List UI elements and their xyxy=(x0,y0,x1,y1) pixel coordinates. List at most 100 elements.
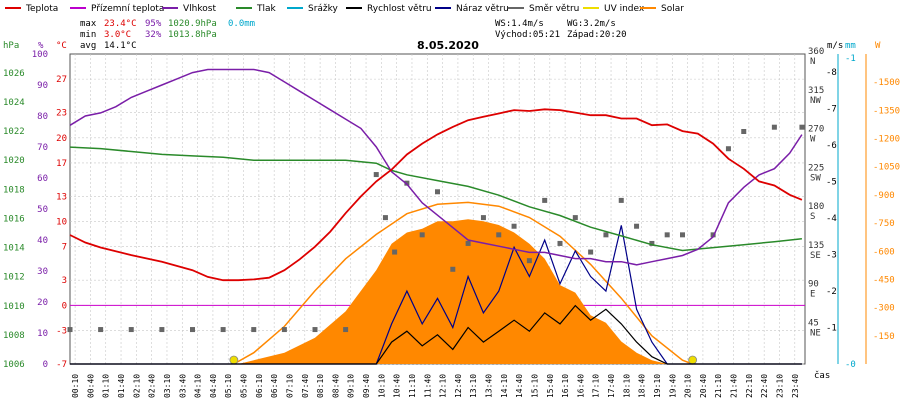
time-tick-label: 18:40 xyxy=(638,374,647,398)
solar-tick-label: -300 xyxy=(873,304,895,314)
wind-direction-layer xyxy=(67,124,805,333)
pressure-tick-label: 1022 xyxy=(3,127,25,137)
time-tick-label: 06:10 xyxy=(255,374,264,398)
legend-label: Srážky xyxy=(308,4,339,14)
wind-direction-point xyxy=(557,240,563,246)
wind-dir-tick-label: 45 xyxy=(808,318,819,328)
wind-direction-point xyxy=(680,232,685,238)
pressure-tick-label: 1008 xyxy=(3,331,25,341)
axes: 272320171310730-3-7102610241022102010181… xyxy=(3,47,900,398)
wind-direction-point xyxy=(343,327,349,333)
series-tlak xyxy=(69,146,802,252)
wind-direction-point xyxy=(128,327,134,333)
series-lines xyxy=(69,68,803,365)
wind-dir-tick-label: 270 xyxy=(808,125,824,135)
rain-tick-label: -0 xyxy=(845,360,856,370)
wind-speed-tick-label: -4 xyxy=(826,214,837,224)
time-tick-label: 17:40 xyxy=(607,374,616,398)
time-tick-label: 20:10 xyxy=(684,374,693,398)
stats-max-temp: 23.4°C xyxy=(104,19,137,29)
time-tick-label: 23:10 xyxy=(775,374,784,398)
time-tick-label: 11:40 xyxy=(423,374,432,398)
time-tick-label: 02:40 xyxy=(148,374,157,398)
time-tick-label: 15:10 xyxy=(530,374,539,398)
time-tick-label: 05:10 xyxy=(224,374,233,398)
wind-dir-compass-label: E xyxy=(810,290,815,300)
legend-label: UV index xyxy=(604,4,645,14)
pressure-tick-label: 1016 xyxy=(3,214,25,224)
wind-direction-point xyxy=(588,249,594,255)
solar-tick-label: -450 xyxy=(873,275,895,285)
wind-direction-point xyxy=(725,146,731,152)
time-tick-label: 22:10 xyxy=(745,374,754,398)
time-tick-label: 12:10 xyxy=(439,374,448,398)
wind-direction-point xyxy=(251,327,257,333)
stats-wind-speed: WS:1.4m/s xyxy=(495,19,544,29)
time-tick-label: 23:40 xyxy=(791,374,800,398)
time-tick-label: 10:40 xyxy=(393,374,402,398)
wind-direction-point xyxy=(799,124,805,130)
unit-degc: °C xyxy=(56,41,67,51)
solar-tick-label: -1500 xyxy=(873,78,900,88)
series-rychlost-větru xyxy=(70,304,802,365)
wind-direction-point xyxy=(465,240,471,246)
wind-direction-point xyxy=(392,249,398,255)
wind-direction-point xyxy=(603,232,609,238)
series-náraz-větru xyxy=(70,225,802,365)
sunrise-marker xyxy=(229,355,239,365)
time-tick-label: 01:40 xyxy=(117,374,126,398)
time-tick-label: 12:40 xyxy=(454,374,463,398)
wind-dir-compass-label: W xyxy=(810,135,816,145)
stats-max-press: 1020.9hPa xyxy=(168,19,217,29)
wind-direction-point xyxy=(741,129,747,134)
time-tick-label: 02:10 xyxy=(132,374,141,398)
time-tick-label: 13:40 xyxy=(485,374,494,398)
wind-speed-tick-label: -6 xyxy=(826,141,837,151)
time-tick-label: 21:40 xyxy=(730,374,739,398)
stats-max-label: max xyxy=(80,19,97,29)
humidity-tick-label: 40 xyxy=(37,236,48,246)
solar-max-curve xyxy=(233,201,693,365)
temp-tick-label: -7 xyxy=(56,360,67,370)
time-tick-label: 01:10 xyxy=(102,374,111,398)
wind-direction-point xyxy=(312,327,318,333)
unit-time: čas xyxy=(814,370,830,381)
time-tick-label: 04:10 xyxy=(194,374,203,398)
wind-direction-point xyxy=(771,124,777,130)
wind-dir-tick-label: 90 xyxy=(808,280,819,290)
humidity-tick-label: 20 xyxy=(37,298,48,308)
wind-dir-tick-label: 360 xyxy=(808,47,824,57)
wind-dir-compass-label: NW xyxy=(810,96,821,106)
wind-direction-point xyxy=(281,327,287,333)
time-tick-label: 19:10 xyxy=(653,374,662,398)
temp-tick-label: 10 xyxy=(56,218,67,228)
wind-dir-compass-label: N xyxy=(810,57,815,67)
legend-label: Solar xyxy=(661,4,684,14)
stats-sunset: Západ:20:20 xyxy=(567,30,627,40)
time-tick-label: 16:10 xyxy=(561,374,570,398)
pressure-tick-label: 1006 xyxy=(3,360,25,370)
wind-speed-tick-label: -8 xyxy=(826,68,837,78)
temp-tick-label: 17 xyxy=(56,159,67,169)
time-tick-label: 21:10 xyxy=(714,374,723,398)
legend-label: Přízemní teplota xyxy=(91,4,164,14)
stats-wind-gust: WG:3.2m/s xyxy=(567,19,616,29)
humidity-tick-label: 100 xyxy=(32,50,48,60)
legend-label: Směr větru xyxy=(529,4,579,14)
humidity-tick-label: 60 xyxy=(37,174,48,184)
time-tick-label: 18:10 xyxy=(622,374,631,398)
temp-tick-label: 13 xyxy=(56,192,67,202)
wind-direction-point xyxy=(373,172,379,178)
wind-direction-point xyxy=(450,266,456,272)
pressure-tick-label: 1018 xyxy=(3,185,25,195)
solar-tick-label: -1050 xyxy=(873,163,900,173)
wind-dir-tick-label: 225 xyxy=(808,163,824,173)
wind-speed-tick-label: -1 xyxy=(826,324,837,334)
stats-min-label: min xyxy=(80,30,96,40)
solar-tick-label: -600 xyxy=(873,247,895,257)
time-tick-label: 22:40 xyxy=(760,374,769,398)
pressure-tick-label: 1026 xyxy=(3,69,25,79)
temp-tick-label: 27 xyxy=(56,75,67,85)
unit-mm: mm xyxy=(845,41,856,51)
